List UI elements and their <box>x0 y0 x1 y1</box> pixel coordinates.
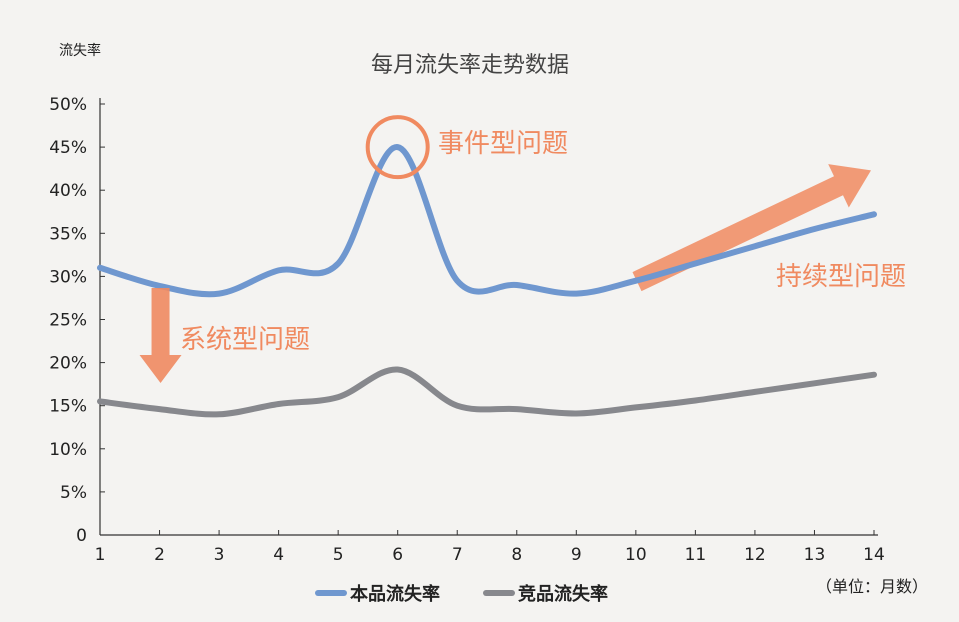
y-tick-label: 40% <box>49 181 87 201</box>
y-tick-label: 0 <box>76 526 87 546</box>
continuous-label: 持续型问题 <box>776 262 906 292</box>
x-tick-label: 12 <box>744 545 766 565</box>
y-tick-label: 25% <box>49 311 87 331</box>
x-tick-label: 10 <box>625 545 647 565</box>
y-axis-title: 流失率 <box>59 42 101 59</box>
rising-trend-arrow <box>632 164 871 292</box>
x-tick-label: 2 <box>154 545 165 565</box>
x-tick-label: 8 <box>511 545 522 565</box>
y-tick-label: 20% <box>49 354 87 374</box>
series-line-competitor-churn <box>97 366 877 418</box>
system-drop-arrow <box>139 288 182 383</box>
y-tick-label: 10% <box>49 440 87 460</box>
x-tick-label: 14 <box>863 545 885 565</box>
x-tick-label: 11 <box>685 545 707 565</box>
x-tick-label: 5 <box>333 545 344 565</box>
y-tick-label: 5% <box>60 483 87 503</box>
legend-label: 竞品流失率 <box>518 583 608 605</box>
y-tick-label: 50% <box>49 95 87 115</box>
y-tick-label: 45% <box>49 138 87 158</box>
y-tick-label: 15% <box>49 397 87 417</box>
x-tick-label: 9 <box>571 545 582 565</box>
chart-title: 每月流失率走势数据 <box>371 53 569 78</box>
event-label: 事件型问题 <box>438 129 568 159</box>
y-tick-label: 35% <box>49 224 87 244</box>
x-tick-label: 13 <box>804 545 826 565</box>
unit-note: （单位：月数） <box>816 577 928 596</box>
x-tick-label: 6 <box>392 545 403 565</box>
y-tick-label: 30% <box>49 267 87 287</box>
event-circle <box>365 115 430 180</box>
system-label: 系统型问题 <box>180 325 310 355</box>
x-tick-label: 4 <box>273 545 284 565</box>
series-line-own-churn <box>97 144 877 298</box>
x-tick-label: 1 <box>95 545 106 565</box>
legend-label: 本品流失率 <box>350 583 440 605</box>
x-tick-label: 3 <box>214 545 225 565</box>
x-tick-label: 7 <box>452 545 463 565</box>
